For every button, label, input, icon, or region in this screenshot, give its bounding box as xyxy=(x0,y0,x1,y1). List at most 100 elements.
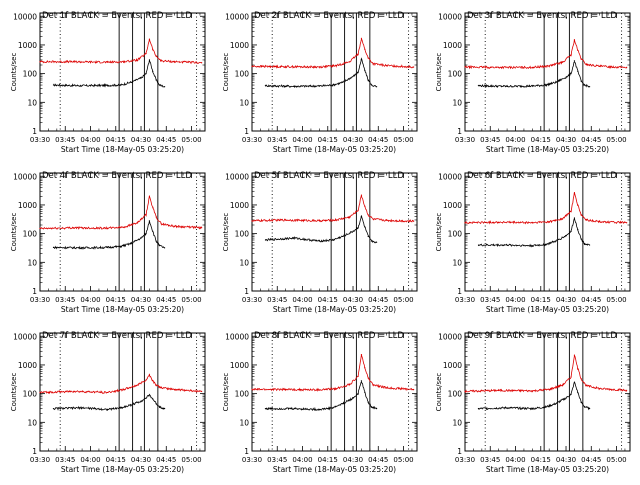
x-tick-label: 04:15 xyxy=(531,456,551,464)
events-data-point xyxy=(155,402,157,405)
x-tick-label: 03:30 xyxy=(30,136,50,144)
x-tick-label: 04:45 xyxy=(581,136,601,144)
lld-data-point xyxy=(285,219,287,221)
events-data-point xyxy=(477,244,480,246)
events-data-point xyxy=(293,237,295,239)
y-tick-label: 1 xyxy=(457,287,462,296)
events-data-point xyxy=(342,81,344,83)
y-axis-label: Counts/sec xyxy=(435,373,443,412)
lld-data-point xyxy=(562,384,564,386)
lld-data-point xyxy=(145,214,147,216)
lld-data-point xyxy=(498,221,500,223)
x-tick-label: 04:00 xyxy=(80,456,100,464)
x-axis-label: Start Time (18-May-05 03:25:20) xyxy=(273,465,396,474)
y-tick-label: 10 xyxy=(239,418,249,427)
events-data-point xyxy=(357,393,359,395)
y-tick-label: 1000 xyxy=(443,201,462,210)
y-tick-label: 1 xyxy=(244,127,249,136)
lld-data-point xyxy=(548,65,550,67)
lld-data-point xyxy=(626,389,628,391)
x-tick-label: 03:45 xyxy=(55,136,75,144)
x-tick-label: 04:45 xyxy=(156,296,176,304)
lld-data-point xyxy=(413,66,415,68)
lld-data-point xyxy=(562,61,564,63)
events-data-point xyxy=(360,380,363,382)
lld-data-point xyxy=(137,59,139,61)
y-axis-label: Counts/sec xyxy=(10,373,18,412)
plot-frame xyxy=(251,332,418,452)
lld-data-point xyxy=(573,192,576,194)
plot-frame xyxy=(464,12,631,132)
y-axis-label: Counts/sec xyxy=(435,53,443,92)
chart-panel-5: Det 5f BLACK = Events, RED = LLD 1 10 100 10… xyxy=(222,171,418,314)
events-series-line xyxy=(478,60,590,89)
events-data-point xyxy=(477,85,480,87)
y-tick-label: 100 xyxy=(448,70,463,79)
lld-data-point xyxy=(174,388,176,391)
x-axis-label: Start Time (18-May-05 03:25:20) xyxy=(61,305,184,314)
x-tick-label: 04:30 xyxy=(131,296,151,304)
x-tick-label: 04:00 xyxy=(292,136,312,144)
x-tick-label: 04:30 xyxy=(343,456,363,464)
events-data-point xyxy=(545,406,547,408)
lld-data-point xyxy=(360,353,363,356)
x-tick-label: 05:00 xyxy=(606,296,626,304)
x-axis-label: Start Time (18-May-05 03:25:20) xyxy=(486,145,609,154)
lld-data-point xyxy=(357,375,359,377)
y-tick-label: 10000 xyxy=(225,12,249,21)
lld-data-point xyxy=(123,61,125,63)
events-data-point xyxy=(580,80,582,82)
y-tick-label: 1 xyxy=(32,127,37,136)
lld-data-point xyxy=(464,222,466,224)
x-tick-label: 04:45 xyxy=(581,296,601,304)
y-tick-label: 10 xyxy=(239,98,249,107)
lld-data-point xyxy=(585,219,587,221)
events-data-point xyxy=(357,71,359,74)
x-tick-label: 03:30 xyxy=(455,456,475,464)
lld-data-point xyxy=(573,354,576,356)
lld-data-point xyxy=(599,221,601,223)
events-data-point xyxy=(145,73,147,75)
lld-data-point xyxy=(367,214,369,216)
lld-data-point xyxy=(386,65,388,67)
events-data-point xyxy=(332,84,334,86)
events-data-point xyxy=(264,239,267,241)
x-tick-label: 04:15 xyxy=(106,296,126,304)
events-data-point xyxy=(583,242,586,245)
y-tick-label: 100 xyxy=(448,230,463,239)
x-tick-label: 05:00 xyxy=(606,136,626,144)
events-data-point xyxy=(370,406,373,408)
events-data-point xyxy=(531,408,533,410)
events-data-point xyxy=(364,391,366,394)
lld-data-point xyxy=(599,65,601,67)
events-data-point xyxy=(140,400,142,402)
events-data-point xyxy=(375,86,378,88)
x-tick-label: 04:30 xyxy=(131,136,151,144)
lld-data-point xyxy=(626,222,628,224)
events-data-point xyxy=(158,406,161,408)
lld-data-point xyxy=(73,61,75,63)
y-axis-label: Counts/sec xyxy=(10,53,18,92)
events-data-point xyxy=(52,408,55,410)
chart-title: Det 6f BLACK = Events, RED = LLD xyxy=(467,171,617,181)
lld-data-point xyxy=(626,66,628,68)
lld-data-point xyxy=(318,220,320,222)
events-data-point xyxy=(370,240,373,242)
events-data-point xyxy=(52,246,55,249)
x-tick-label: 04:00 xyxy=(292,456,312,464)
events-data-point xyxy=(570,73,572,75)
events-data-point xyxy=(573,381,576,383)
x-tick-label: 04:30 xyxy=(131,456,151,464)
lld-data-point xyxy=(573,39,576,41)
lld-data-point xyxy=(152,48,154,50)
x-tick-label: 04:30 xyxy=(343,296,363,304)
x-tick-label: 03:45 xyxy=(267,456,287,464)
events-data-point xyxy=(477,408,480,410)
y-tick-label: 1 xyxy=(244,287,249,296)
events-data-point xyxy=(140,237,142,239)
x-tick-label: 05:00 xyxy=(393,296,413,304)
chart-title: Det 7f BLACK = Events, RED = LLD xyxy=(42,331,192,341)
lld-data-point xyxy=(251,388,253,391)
events-data-point xyxy=(130,242,132,245)
x-tick-label: 04:30 xyxy=(343,136,363,144)
